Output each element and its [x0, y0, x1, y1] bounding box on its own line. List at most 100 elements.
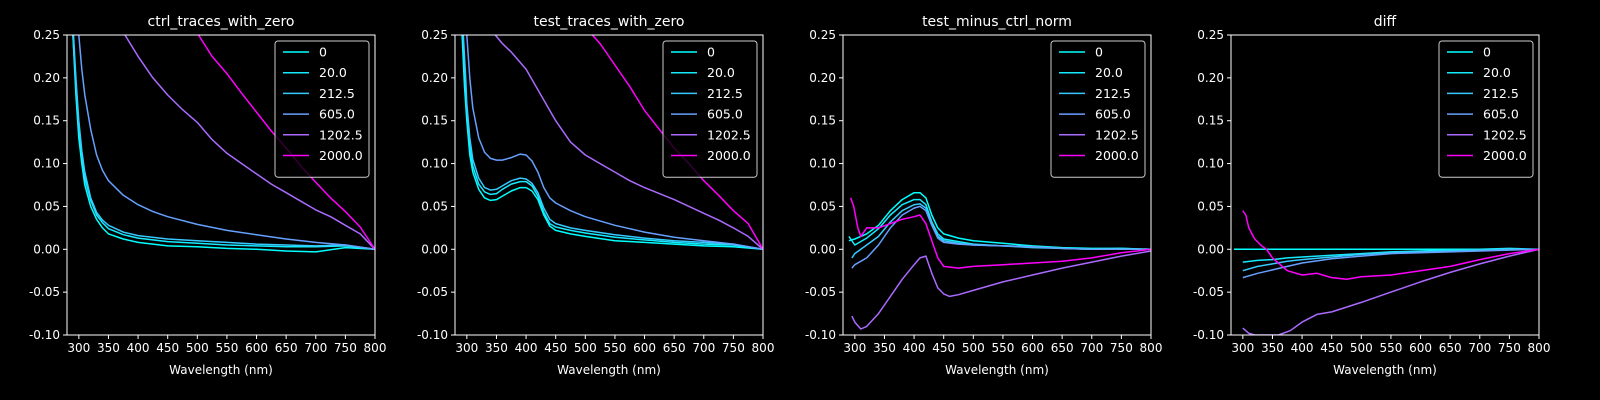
y-tick-label: 0.15 — [421, 114, 448, 128]
x-tick-label: 500 — [962, 341, 985, 355]
y-tick-label: 0.25 — [1197, 28, 1224, 42]
legend-label: 212.5 — [707, 86, 743, 101]
legend-label: 212.5 — [319, 86, 355, 101]
y-tick-label: 0.00 — [421, 242, 448, 256]
x-tick-label: 350 — [485, 341, 508, 355]
chart-title: test_minus_ctrl_norm — [922, 14, 1072, 30]
x-tick-label: 450 — [932, 341, 955, 355]
legend-label: 1202.5 — [707, 127, 751, 142]
x-tick-label: 800 — [1140, 341, 1163, 355]
chart-panel-3: 300 350 400 450 500 550 600 650 700 750 800 -0.10 -0… — [1193, 14, 1551, 377]
series-line-3 — [851, 205, 1151, 269]
series-line-3 — [1242, 248, 1539, 279]
legend-label: 0 — [1095, 45, 1103, 60]
y-tick-label: 0.05 — [421, 199, 448, 213]
series-line-2 — [1242, 248, 1539, 272]
y-tick-label: 0.10 — [1197, 157, 1224, 171]
legend-label: 20.0 — [707, 65, 735, 80]
y-tick-label: 0.15 — [33, 114, 60, 128]
x-tick-label: 450 — [1320, 341, 1343, 355]
x-tick-label: 550 — [215, 341, 238, 355]
x-tick-label: 700 — [304, 341, 327, 355]
x-tick-label: 300 — [843, 341, 866, 355]
y-tick-label: 0.15 — [809, 114, 836, 128]
x-axis-label: Wavelength (nm) — [557, 363, 661, 377]
x-tick-label: 550 — [603, 341, 626, 355]
y-tick-label: 0.25 — [809, 28, 836, 42]
x-tick-label: 700 — [1468, 341, 1491, 355]
y-tick-label: 0.00 — [809, 242, 836, 256]
y-tick-label: -0.10 — [417, 328, 448, 342]
x-tick-label: 600 — [1021, 341, 1044, 355]
y-tick-label: 0.10 — [809, 157, 836, 171]
x-tick-label: 600 — [1409, 341, 1432, 355]
y-tick-label: -0.05 — [29, 285, 60, 299]
x-axis-label: Wavelength (nm) — [945, 363, 1049, 377]
x-tick-label: 750 — [722, 341, 745, 355]
legend-label: 212.5 — [1483, 86, 1519, 101]
series-line-0 — [848, 191, 1151, 251]
legend-label: 20.0 — [1095, 65, 1123, 80]
series-line-3 — [466, 35, 763, 251]
x-tick-label: 550 — [991, 341, 1014, 355]
chart-panel-1: 300 350 400 450 500 550 600 650 700 750 800 -0.10 -0… — [417, 14, 775, 377]
legend-box — [274, 40, 370, 178]
series-line-2 — [462, 35, 763, 251]
legend: 0 20.0 212.5 605.0 1202.5 2000.0 — [1438, 40, 1534, 178]
series-line-1 — [461, 35, 763, 251]
legend-box — [1050, 40, 1146, 178]
x-tick-label: 650 — [1439, 341, 1462, 355]
x-axis-label: Wavelength (nm) — [169, 363, 273, 377]
legend: 0 20.0 212.5 605.0 1202.5 2000.0 — [274, 40, 370, 178]
series-line-5 — [1242, 210, 1539, 281]
x-tick-label: 600 — [245, 341, 268, 355]
axes-frame — [454, 34, 764, 336]
series-line-4 — [1242, 248, 1539, 335]
series-line-1 — [1242, 247, 1539, 263]
x-tick-label: 500 — [574, 341, 597, 355]
y-tick-label: 0.20 — [33, 71, 60, 85]
y-tick-label: 0.15 — [1197, 114, 1224, 128]
series-line-4 — [851, 250, 1151, 330]
legend-label: 1202.5 — [1095, 127, 1139, 142]
legend-label: 0 — [1483, 45, 1491, 60]
x-tick-label: 750 — [1498, 341, 1521, 355]
legend-box — [1438, 40, 1534, 178]
x-tick-label: 800 — [1528, 341, 1551, 355]
x-tick-label: 800 — [752, 341, 775, 355]
y-tick-label: -0.05 — [1193, 285, 1224, 299]
y-tick-label: 0.10 — [33, 157, 60, 171]
y-tick-label: -0.05 — [417, 285, 448, 299]
x-tick-label: 800 — [364, 341, 387, 355]
x-tick-label: 500 — [186, 341, 209, 355]
y-tick-label: -0.05 — [805, 285, 836, 299]
series-lines — [461, 35, 763, 251]
y-tick-label: 0.25 — [421, 28, 448, 42]
y-tick-label: -0.10 — [805, 328, 836, 342]
y-tick-label: 0.20 — [421, 71, 448, 85]
x-tick-label: 450 — [156, 341, 179, 355]
chart-title: test_traces_with_zero — [534, 14, 685, 30]
x-tick-label: 600 — [633, 341, 656, 355]
x-tick-label: 300 — [455, 341, 478, 355]
axes-frame — [1230, 34, 1540, 336]
legend-label: 0 — [319, 45, 327, 60]
series-line-2 — [72, 35, 375, 251]
legend-box — [662, 40, 758, 178]
legend-label: 605.0 — [319, 107, 355, 122]
x-tick-label: 550 — [1379, 341, 1402, 355]
chart-panel-0: 300 350 400 450 500 550 600 650 700 750 800 -0.10 -0… — [29, 14, 387, 377]
y-tick-label: 0.00 — [33, 242, 60, 256]
series-line-0 — [72, 35, 375, 253]
series-lines — [1234, 210, 1539, 335]
series-line-4 — [494, 35, 763, 250]
legend-label: 2000.0 — [319, 148, 363, 163]
x-tick-label: 700 — [692, 341, 715, 355]
y-tick-label: 0.20 — [1197, 71, 1224, 85]
legend-label: 2000.0 — [1483, 148, 1527, 163]
legend: 0 20.0 212.5 605.0 1202.5 2000.0 — [662, 40, 758, 178]
y-tick-label: 0.20 — [809, 71, 836, 85]
axes-frame — [842, 34, 1152, 336]
legend-label: 0 — [707, 45, 715, 60]
